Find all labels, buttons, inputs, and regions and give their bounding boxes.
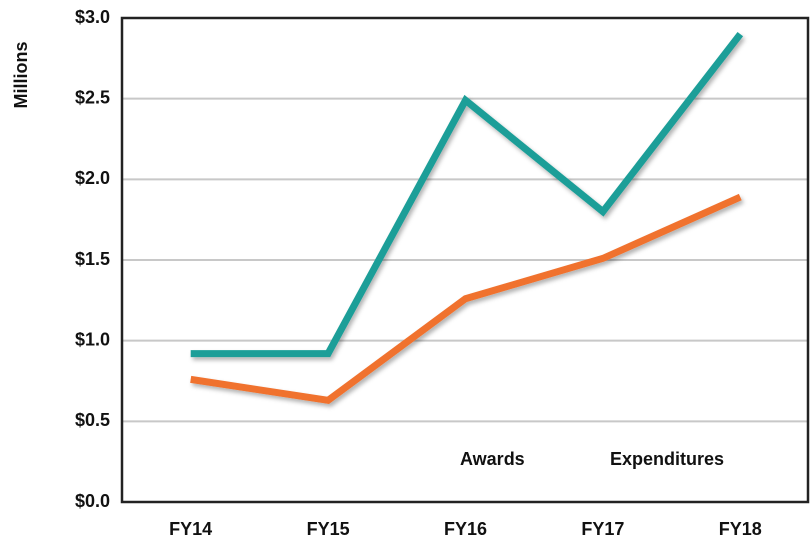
- y-tick-label: $0.0: [75, 491, 110, 511]
- y-tick-label: $3.0: [75, 7, 110, 27]
- y-tick-label: $1.5: [75, 249, 110, 269]
- y-axis-label: Millions: [11, 42, 31, 109]
- series-line: [190, 31, 744, 358]
- series-line: [190, 193, 742, 405]
- legend-label: Awards: [460, 449, 525, 469]
- x-tick-label: FY18: [719, 519, 762, 539]
- y-tick-label: $0.5: [75, 410, 110, 430]
- plot-border: [120, 16, 810, 504]
- y-tick-label: $2.5: [75, 87, 110, 107]
- legend-label: Expenditures: [610, 449, 724, 469]
- x-tick-label: FY16: [444, 519, 487, 539]
- x-tick-label: FY15: [307, 519, 350, 539]
- y-tick-label: $2.0: [75, 168, 110, 188]
- x-tick-label: FY17: [581, 519, 624, 539]
- x-tick-label: FY14: [169, 519, 212, 539]
- y-tick-label: $1.0: [75, 329, 110, 349]
